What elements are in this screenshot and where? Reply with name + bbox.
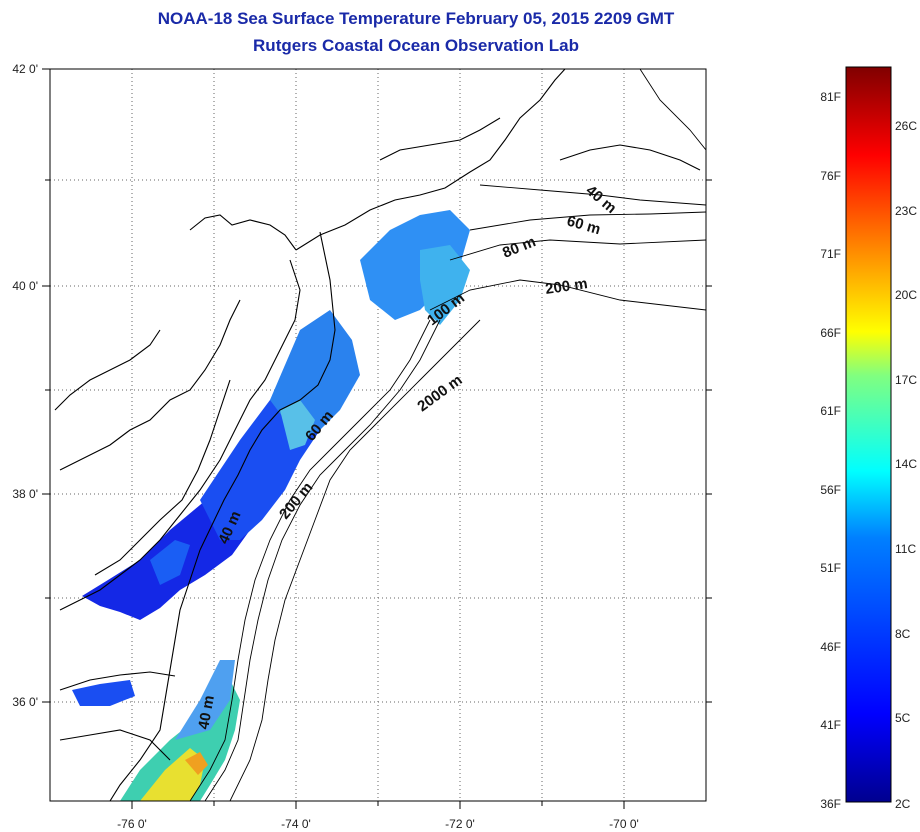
lat-tick-label: 38 0' xyxy=(12,487,38,501)
colorbar-c-label: 2C xyxy=(895,797,911,811)
colorbar-c-label: 23C xyxy=(895,204,917,218)
sst-field xyxy=(72,210,470,801)
colorbar-c-label: 26C xyxy=(895,119,917,133)
sst-patch-va-coast xyxy=(150,540,190,585)
coastline xyxy=(54,69,701,801)
colorbar-f-label: 51F xyxy=(820,561,841,575)
sst-patch-sound xyxy=(175,660,235,740)
colorbar-f-label: 76F xyxy=(820,169,841,183)
colorbar-f-label: 41F xyxy=(820,718,841,732)
lon-tick-label: -70 0' xyxy=(609,817,639,831)
lon-tick-label: -74 0' xyxy=(281,817,311,831)
sst-patch-hatteras-hot xyxy=(185,752,208,775)
colorbar: 81F 76F 71F 66F 61F 56F 51F 46F 41F 36F … xyxy=(820,66,917,811)
colorbar-f-label: 56F xyxy=(820,483,841,497)
colorbar-f-label: 46F xyxy=(820,640,841,654)
colorbar-c-labels: 26C 23C 20C 17C 14C 11C 8C 5C 2C xyxy=(895,119,917,811)
isobaths xyxy=(189,69,706,801)
colorbar-f-labels: 81F 76F 71F 66F 61F 56F 51F 46F 41F 36F xyxy=(820,90,841,811)
colorbar-c-label: 17C xyxy=(895,373,917,387)
map-frame xyxy=(49,68,707,802)
colorbar-f-label: 81F xyxy=(820,90,841,104)
isobath-label: 40 m xyxy=(582,182,619,217)
lon-labels: -76 0' -74 0' -72 0' -70 0' xyxy=(117,817,639,831)
sst-patch-pamlico xyxy=(72,680,135,706)
colorbar-f-label: 71F xyxy=(820,247,841,261)
colorbar-c-label: 11C xyxy=(895,542,916,556)
graticule xyxy=(50,69,706,801)
colorbar-gradient xyxy=(845,66,892,803)
lon-tick-label: -72 0' xyxy=(445,817,475,831)
lat-tick-label: 42 0' xyxy=(12,62,38,76)
colorbar-c-label: 14C xyxy=(895,457,917,471)
colorbar-f-label: 66F xyxy=(820,326,841,340)
isobath-label: 60 m xyxy=(565,213,603,239)
isobath-label: 40 m xyxy=(195,694,218,731)
sst-patch-nj-outer xyxy=(420,245,470,325)
lat-tick-label: 36 0' xyxy=(12,695,38,709)
lon-tick-label: -76 0' xyxy=(117,817,147,831)
colorbar-c-label: 5C xyxy=(895,711,911,725)
map-subtitle: Rutgers Coastal Ocean Observation Lab xyxy=(253,36,579,55)
map-title: NOAA-18 Sea Surface Temperature February… xyxy=(157,9,675,28)
sst-patch-slope xyxy=(280,400,315,450)
axis-ticks xyxy=(42,68,712,809)
isobath-label: 200 m xyxy=(544,275,588,298)
isobath-label: 80 m xyxy=(500,233,538,262)
colorbar-c-label: 20C xyxy=(895,288,917,302)
lat-tick-label: 40 0' xyxy=(12,279,38,293)
lat-labels: 42 0' 40 0' 38 0' 36 0' xyxy=(12,62,38,709)
colorbar-f-label: 61F xyxy=(820,404,841,418)
sst-patch-nj-shelf xyxy=(360,210,470,320)
colorbar-c-label: 8C xyxy=(895,627,911,641)
colorbar-f-label: 36F xyxy=(820,797,841,811)
